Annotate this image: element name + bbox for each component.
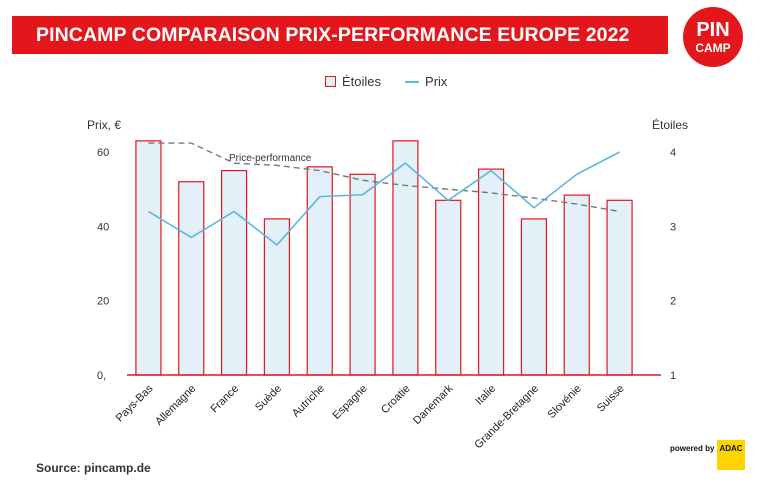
- category-label: Suède: [253, 383, 284, 414]
- powered-by-label: powered by: [670, 444, 715, 453]
- bar-stars: [563, 194, 590, 376]
- adac-label: ADAC: [719, 444, 743, 453]
- left-tick-label: 0,: [97, 370, 106, 382]
- bar-stars: [220, 169, 248, 376]
- legend-swatch-price: [405, 80, 420, 83]
- bar-stars: [178, 181, 205, 376]
- bar-stars: [520, 218, 548, 376]
- left-tick-label: 60: [97, 147, 109, 159]
- title-bar: PINCAMP COMPARAISON PRIX-PERFORMANCE EUR…: [12, 16, 668, 54]
- category-label: Italie: [473, 383, 498, 408]
- bar-stars: [263, 218, 291, 376]
- category-label: Suisse: [595, 383, 627, 415]
- right-tick-label: 2: [670, 296, 676, 308]
- legend-label-stars: Étoiles: [342, 74, 382, 89]
- category-label: Slovénie: [546, 383, 584, 421]
- bar-stars: [606, 199, 633, 376]
- left-tick-label: 40: [97, 221, 109, 233]
- bar-stars: [306, 166, 333, 376]
- bar-stars: [392, 140, 419, 376]
- pincamp-logo: PIN CAMP: [683, 7, 743, 67]
- chart-legend: Étoiles Prix: [325, 74, 461, 89]
- page-title: PINCAMP COMPARAISON PRIX-PERFORMANCE EUR…: [36, 23, 630, 46]
- left-axis-title: Prix, €: [87, 118, 121, 132]
- category-label: France: [209, 383, 242, 416]
- legend-item-stars: Étoiles: [325, 74, 381, 89]
- legend-swatch-stars: [325, 76, 336, 87]
- left-tick-label: 20: [97, 296, 109, 308]
- category-label: Autriche: [290, 383, 327, 420]
- bar-stars: [435, 199, 462, 376]
- category-label: Allemagne: [153, 383, 198, 428]
- powered-by-adac: powered by ADAC: [670, 440, 746, 470]
- source-note: Source: pincamp.de: [36, 461, 151, 475]
- price-line: [148, 151, 620, 247]
- right-axis-title: Étoiles: [652, 117, 688, 132]
- bar-stars: [477, 168, 505, 376]
- logo-text-camp: CAMP: [695, 41, 730, 55]
- logo-circle: [683, 7, 743, 67]
- category-label: Espagne: [331, 383, 370, 422]
- logo-text-pin: PIN: [696, 19, 729, 41]
- category-label: Croatie: [379, 383, 413, 417]
- right-tick-label: 1: [670, 370, 676, 382]
- adac-logo: ADAC: [717, 440, 746, 470]
- category-label: Danemark: [411, 382, 456, 427]
- right-tick-label: 3: [670, 221, 676, 233]
- price-performance-label: Price-performance: [229, 153, 312, 164]
- bar-stars: [349, 173, 376, 376]
- legend-item-price: Prix: [405, 74, 447, 89]
- bar-stars: [135, 140, 162, 376]
- legend-label-price: Prix: [425, 74, 448, 89]
- price-performance-line: [148, 142, 620, 213]
- category-label: Pays-Bas: [114, 382, 156, 424]
- right-tick-label: 4: [670, 147, 676, 159]
